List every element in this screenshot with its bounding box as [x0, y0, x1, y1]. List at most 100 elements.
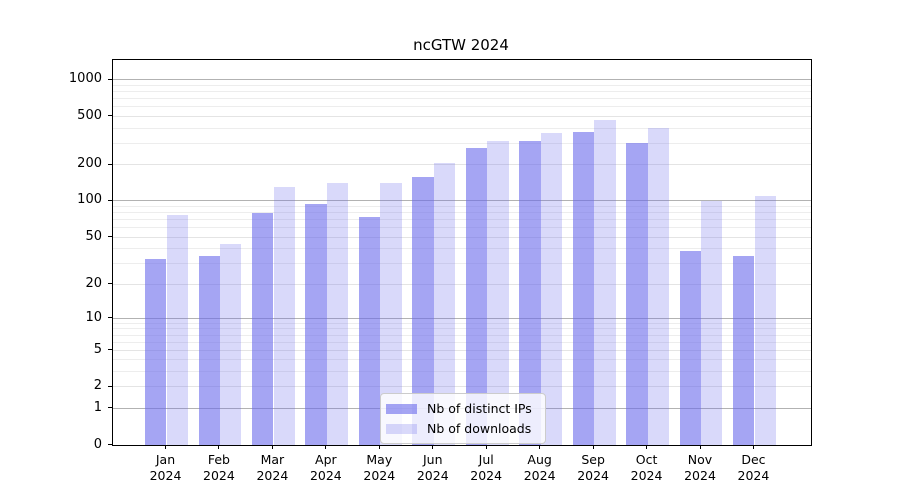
gridline	[113, 219, 811, 221]
y-tick-mark	[108, 163, 112, 165]
gridline	[113, 200, 811, 202]
y-tick-mark	[108, 236, 112, 238]
chart-title: ncGTW 2024	[413, 36, 509, 54]
x-tick-label: Apr 2024	[309, 452, 342, 483]
gridline	[113, 322, 811, 324]
x-tick-mark	[165, 445, 166, 449]
x-tick-label: Aug 2024	[523, 452, 556, 483]
y-tick-label: 1	[93, 399, 102, 415]
x-tick-mark	[752, 445, 754, 449]
gridline	[113, 212, 811, 214]
x-tick-label: Dec 2024	[737, 452, 770, 483]
gridline	[113, 262, 811, 264]
bar-downloads	[220, 243, 242, 445]
gridline	[113, 115, 811, 117]
gridline	[113, 98, 811, 99]
x-tick-mark	[699, 445, 701, 449]
gridline	[113, 386, 811, 388]
gridline	[113, 90, 811, 92]
y-tick-mark	[108, 407, 112, 409]
y-tick-label: 500	[77, 107, 102, 123]
bar-downloads	[754, 195, 776, 445]
bar-downloads	[647, 128, 670, 445]
x-tick-mark	[485, 445, 487, 449]
gridline	[113, 334, 811, 336]
x-tick-mark	[432, 445, 434, 449]
y-tick-mark	[108, 444, 112, 445]
bar-downloads	[273, 187, 295, 445]
y-tick-mark	[108, 199, 112, 201]
y-tick-mark	[108, 349, 112, 351]
gridline	[113, 142, 811, 144]
gridline	[113, 236, 811, 238]
y-tick-mark	[108, 283, 112, 284]
gridline	[113, 283, 811, 285]
y-tick-label: 50	[85, 228, 102, 244]
gridline	[113, 248, 811, 250]
legend-label-downloads: Nb of downloads	[427, 421, 532, 436]
gridline	[113, 328, 811, 330]
bar-distinct-ips	[252, 212, 274, 445]
x-tick-label: Sep 2024	[577, 452, 609, 483]
bar-distinct-ips	[358, 217, 381, 445]
gridline	[113, 317, 811, 319]
bar-distinct-ips	[572, 131, 595, 445]
y-tick-label: 2	[93, 378, 102, 394]
gridline	[113, 127, 811, 129]
x-tick-mark	[592, 445, 594, 449]
gridline	[113, 359, 811, 361]
y-tick-mark	[108, 78, 112, 80]
plot-area: Nb of distinct IPs Nb of downloads	[112, 59, 812, 446]
y-tick-mark	[108, 115, 112, 117]
x-tick-mark	[218, 445, 220, 449]
bar-distinct-ips	[198, 255, 220, 445]
y-tick-mark	[108, 317, 112, 319]
x-tick-label: Jul 2024	[470, 452, 503, 483]
legend-label-distinct-ips: Nb of distinct IPs	[427, 401, 532, 416]
x-tick-label: May 2024	[363, 452, 396, 483]
legend-item-distinct-ips: Nb of distinct IPs	[386, 399, 532, 418]
bar-downloads	[701, 200, 723, 445]
x-tick-label: Mar 2024	[256, 452, 289, 483]
y-tick-label: 20	[85, 275, 102, 291]
gridline	[113, 106, 811, 108]
bar-downloads	[487, 140, 509, 445]
bar-downloads	[540, 133, 563, 445]
x-tick-mark	[378, 445, 380, 449]
x-tick-label: Feb 2024	[203, 452, 235, 483]
x-tick-label: Jan 2024	[149, 452, 182, 483]
bar-distinct-ips	[305, 204, 327, 445]
gridline	[113, 341, 811, 343]
bar-downloads	[166, 215, 188, 445]
gridline	[113, 371, 811, 373]
y-tick-label: 0	[93, 436, 102, 452]
x-tick-label: Nov 2024	[684, 452, 716, 483]
bar-downloads	[433, 163, 456, 445]
bar-distinct-ips	[145, 258, 167, 445]
x-tick-mark	[539, 445, 541, 449]
bar-distinct-ips	[412, 176, 434, 445]
bar-distinct-ips	[465, 147, 488, 445]
x-tick-mark	[325, 445, 327, 449]
legend-swatch-distinct-ips	[386, 403, 417, 414]
gridline	[113, 164, 811, 166]
bar-distinct-ips	[626, 143, 648, 445]
y-tick-mark	[108, 385, 112, 387]
y-tick-label: 100	[77, 192, 102, 208]
bar-downloads	[326, 183, 349, 445]
legend-swatch-downloads	[386, 423, 417, 434]
y-tick-label: 5	[93, 341, 102, 357]
bar-distinct-ips	[679, 251, 701, 445]
legend-item-downloads: Nb of downloads	[386, 419, 532, 438]
y-tick-label: 200	[77, 156, 102, 172]
bar-downloads	[594, 119, 616, 445]
gridline	[113, 349, 811, 351]
x-tick-label: Jun 2024	[416, 452, 449, 483]
bar-distinct-ips	[733, 255, 755, 445]
bar-downloads	[380, 182, 402, 445]
gridline	[113, 79, 811, 81]
gridline	[113, 227, 811, 229]
y-tick-label: 1000	[68, 71, 102, 87]
legend: Nb of distinct IPs Nb of downloads	[380, 393, 546, 444]
